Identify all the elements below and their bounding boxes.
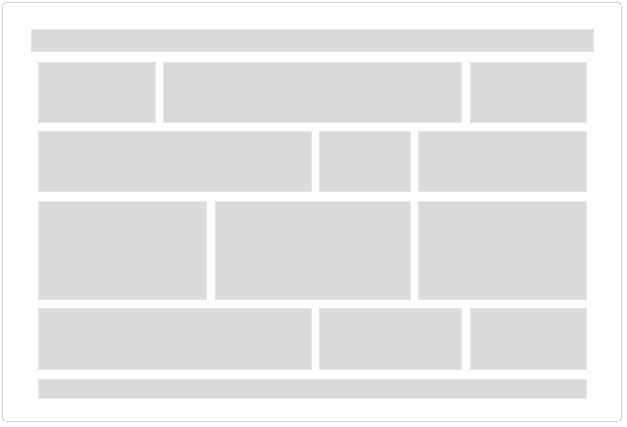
row-2-tile-3 (418, 131, 587, 192)
row-3-tile-1 (38, 201, 207, 300)
row-4-tile-2 (319, 308, 462, 370)
row-1-tile-3 (470, 62, 587, 123)
footer-placeholder-bar (38, 379, 587, 399)
row-3-tile-3 (418, 201, 587, 300)
row-1-tile-1 (38, 62, 156, 123)
header-placeholder-bar (31, 29, 594, 52)
row-3-tile-2 (215, 201, 411, 300)
row-2-tile-1 (38, 131, 312, 192)
row-2-tile-2 (319, 131, 411, 192)
row-1-tile-2 (163, 62, 462, 123)
row-4-tile-1 (38, 308, 312, 370)
row-4-tile-3 (470, 308, 587, 370)
